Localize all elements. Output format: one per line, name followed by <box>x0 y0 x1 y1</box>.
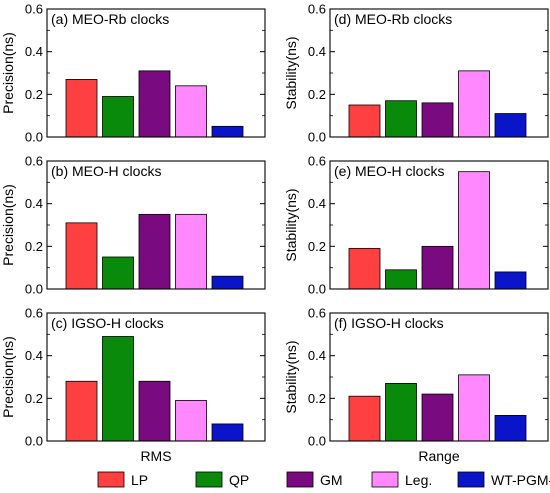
y-axis-label: Precision(ns) <box>0 184 16 266</box>
bar-gm <box>138 213 171 290</box>
chart-panel-2: 0.0 0.2 0.4 0.6 (b) MEO-H clocks Precision(ns… <box>0 154 266 297</box>
chart-panel-5: 0.0 0.2 0.4 0.6 (e) MEO-H clocks Stability(ns… <box>283 154 549 297</box>
bar-wt-pgm-fwl <box>211 125 244 138</box>
y-tick-label: 0.0 <box>308 434 326 449</box>
bar-leg <box>175 400 207 442</box>
y-tick-label: 0.4 <box>25 348 43 363</box>
bar-qp <box>385 100 417 138</box>
legend-swatch <box>195 471 223 488</box>
y-tick-label: 0.0 <box>308 282 326 297</box>
y-tick-label: 0.6 <box>25 2 43 17</box>
y-tick-label: 0.2 <box>308 239 326 254</box>
bar-wt-pgm-fwl <box>494 271 527 290</box>
y-tick-label: 0.4 <box>308 44 326 59</box>
panel-title: (d) MEO-Rb clocks <box>334 11 452 27</box>
bar-lp <box>348 395 381 442</box>
bar-gm <box>421 102 454 138</box>
legend-label: LP <box>131 472 148 488</box>
y-tick-label: 0.0 <box>25 282 43 297</box>
chart-panel-4: 0.0 0.2 0.4 0.6 (d) MEO-Rb clocks Stability(n… <box>283 2 549 145</box>
chart-panel-1: 0.0 0.2 0.4 0.6 (a) MEO-Rb clocks Precision(n… <box>0 2 266 145</box>
legend-item-qp: QP <box>195 471 249 488</box>
y-tick-label: 0.4 <box>25 44 43 59</box>
y-tick-label: 0.2 <box>25 239 43 254</box>
y-axis-label: Precision(ns) <box>0 336 16 418</box>
bar-lp <box>65 79 98 138</box>
bar-wt-pgm-fwl <box>211 275 244 290</box>
legend-swatch <box>97 471 125 488</box>
bar-lp <box>65 222 98 290</box>
legend: LP QP GM Leg. WT-PGM-FWL <box>97 471 550 488</box>
bar-leg <box>175 213 207 290</box>
legend-item-leg: Leg. <box>371 471 432 488</box>
legend-swatch <box>286 471 314 488</box>
y-tick-label: 0.6 <box>308 306 326 321</box>
legend-item-lp: LP <box>97 471 148 488</box>
bar-leg <box>175 85 207 138</box>
bar-qp <box>385 269 417 290</box>
y-tick-label: 0.6 <box>25 154 43 169</box>
legend-label: WT-PGM-FWL <box>491 472 550 488</box>
y-tick-label: 0.0 <box>25 434 43 449</box>
panel-title: (c) IGSO-H clocks <box>51 315 164 331</box>
legend-label: GM <box>320 472 343 488</box>
bar-gm <box>421 393 454 442</box>
y-tick-label: 0.6 <box>25 306 43 321</box>
legend-label: Leg. <box>405 472 432 488</box>
y-tick-label: 0.4 <box>308 196 326 211</box>
bar-lp <box>348 248 381 290</box>
y-tick-label: 0.2 <box>25 87 43 102</box>
legend-label: QP <box>229 472 249 488</box>
y-axis-label: Precision(ns) <box>0 32 16 114</box>
y-tick-label: 0.4 <box>308 348 326 363</box>
bar-gm <box>138 70 171 138</box>
bar-qp <box>102 96 134 138</box>
bar-wt-pgm-fwl <box>494 414 527 442</box>
bar-lp <box>348 104 381 138</box>
bar-wt-pgm-fwl <box>211 423 244 442</box>
bar-qp <box>102 256 134 290</box>
panel-title: (f) IGSO-H clocks <box>334 315 444 331</box>
legend-item-wt-pgm-fwl: WT-PGM-FWL <box>457 471 550 488</box>
bar-gm <box>138 380 171 442</box>
panel-title: (a) MEO-Rb clocks <box>51 11 169 27</box>
bar-leg <box>458 374 490 442</box>
bar-qp <box>102 336 134 442</box>
x-axis-label: RMS <box>140 448 171 464</box>
y-tick-label: 0.2 <box>25 391 43 406</box>
y-tick-label: 0.0 <box>308 130 326 145</box>
bar-lp <box>65 380 98 442</box>
bar-gm <box>421 245 454 290</box>
legend-swatch <box>371 471 399 488</box>
y-axis-label: Stability(ns) <box>283 188 299 261</box>
y-tick-label: 0.4 <box>25 196 43 211</box>
bar-leg <box>458 171 490 290</box>
chart-panel-3: 0.0 0.2 0.4 0.6 (c) IGSO-H clocks Precision(n… <box>0 306 266 464</box>
bar-qp <box>385 382 417 442</box>
bar-wt-pgm-fwl <box>494 113 527 138</box>
y-tick-label: 0.2 <box>308 391 326 406</box>
panel-title: (b) MEO-H clocks <box>51 163 161 179</box>
y-axis-label: Stability(ns) <box>283 340 299 413</box>
y-tick-label: 0.2 <box>308 87 326 102</box>
bar-leg <box>458 70 490 138</box>
x-axis-label: Range <box>418 448 459 464</box>
legend-item-gm: GM <box>286 471 343 488</box>
legend-swatch <box>457 471 485 488</box>
y-tick-label: 0.6 <box>308 2 326 17</box>
panel-title: (e) MEO-H clocks <box>334 163 444 179</box>
y-tick-label: 0.0 <box>25 130 43 145</box>
y-tick-label: 0.6 <box>308 154 326 169</box>
chart-panel-6: 0.0 0.2 0.4 0.6 (f) IGSO-H clocks Stability(n… <box>283 306 549 464</box>
y-axis-label: Stability(ns) <box>283 36 299 109</box>
